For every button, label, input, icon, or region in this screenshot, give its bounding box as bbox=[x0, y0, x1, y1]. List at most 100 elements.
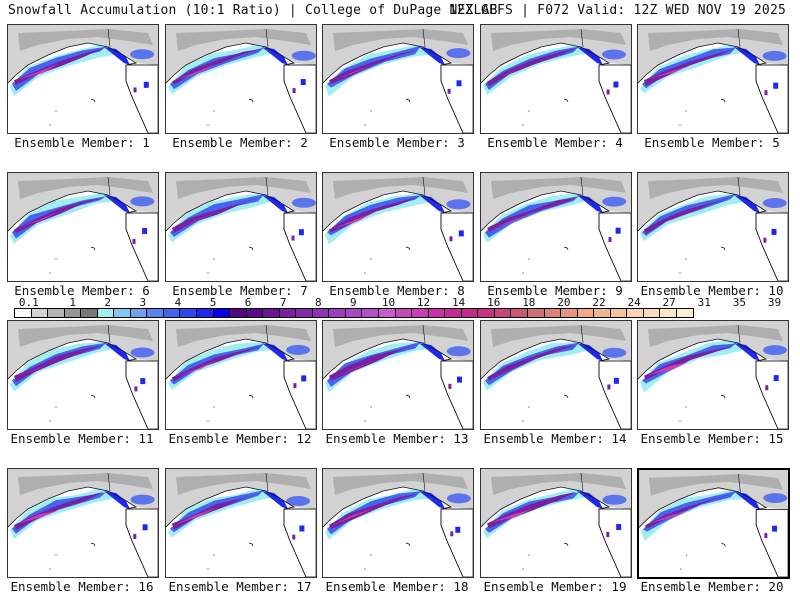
land-conus bbox=[125, 64, 158, 133]
snow-band-magenta bbox=[491, 213, 531, 230]
ensemble-member-map-10[interactable] bbox=[637, 172, 789, 282]
ensemble-member-label: Ensemble Member: 3 bbox=[329, 135, 465, 150]
land-conus bbox=[440, 64, 473, 133]
snow-sierra bbox=[764, 90, 768, 96]
snow-sierra bbox=[292, 88, 296, 94]
ensemble-member-map-6[interactable] bbox=[7, 172, 159, 282]
ensemble-member-label: Ensemble Member: 16 bbox=[10, 579, 154, 594]
ensemble-member-map-8[interactable] bbox=[322, 172, 474, 282]
ensemble-member-map-4[interactable] bbox=[480, 24, 632, 134]
land-snow-cover-heavy bbox=[333, 473, 468, 495]
hawaii-islands bbox=[405, 98, 411, 103]
ensemble-member-map-5[interactable] bbox=[637, 24, 789, 134]
ensemble-member-label: Ensemble Member: 12 bbox=[168, 431, 312, 446]
colorbar-swatch bbox=[246, 309, 264, 317]
colorbar-tick-label: 14 bbox=[452, 296, 466, 309]
colorbar-swatch bbox=[114, 309, 131, 317]
land-snow-cover-heavy bbox=[18, 29, 153, 51]
hawaii-islands bbox=[90, 98, 96, 103]
snow-interior bbox=[762, 50, 787, 61]
ensemble-member-map-3[interactable] bbox=[322, 24, 474, 134]
colorbar-tick-label: 2 bbox=[104, 296, 112, 309]
coastline bbox=[638, 338, 779, 429]
snow-band-purple bbox=[329, 49, 419, 84]
hawaii-islands bbox=[563, 394, 569, 399]
ensemble-member-map-13[interactable] bbox=[322, 320, 474, 430]
colorbar-swatch bbox=[263, 309, 280, 317]
land-conus bbox=[755, 509, 788, 577]
ensemble-member-map-18[interactable] bbox=[322, 468, 474, 578]
run-valid-time: 12Z GEFS | F072 Valid: 12Z WED NOV 19 20… bbox=[448, 3, 786, 18]
colorbar-swatch bbox=[345, 309, 363, 317]
ensemble-member-map-16[interactable] bbox=[7, 468, 159, 578]
land-snow-cover-heavy bbox=[491, 473, 626, 495]
land-snow-cover-heavy bbox=[491, 177, 626, 199]
snow-band-cyan bbox=[483, 342, 591, 391]
snow-coastal bbox=[734, 195, 760, 213]
snow-rockies bbox=[140, 378, 146, 385]
snow-interior bbox=[446, 48, 471, 59]
land-snow-cover-heavy bbox=[648, 177, 783, 199]
land-conus bbox=[283, 360, 316, 429]
border-alaska-canada bbox=[580, 28, 584, 48]
snow-sierra bbox=[764, 533, 768, 539]
coastline bbox=[638, 42, 779, 133]
land-conus bbox=[440, 212, 473, 281]
ensemble-member-label: Ensemble Member: 6 bbox=[14, 283, 150, 298]
snow-band-blue bbox=[170, 194, 264, 237]
colorbar-swatch bbox=[461, 309, 479, 317]
snow-rockies bbox=[613, 377, 619, 384]
snow-coastal bbox=[104, 47, 130, 65]
ensemble-member-map-9[interactable] bbox=[480, 172, 632, 282]
snow-interior bbox=[291, 50, 316, 61]
snow-rockies bbox=[299, 525, 305, 532]
snow-rockies bbox=[771, 228, 777, 235]
land-snow-cover-heavy bbox=[491, 325, 626, 347]
coastline bbox=[8, 338, 149, 429]
land-snow-cover-heavy bbox=[176, 29, 311, 51]
ensemble-member-label: Ensemble Member: 11 bbox=[10, 431, 154, 446]
ensemble-member-map-20[interactable] bbox=[637, 468, 790, 579]
snow-band-purple bbox=[14, 344, 104, 382]
ensemble-member-map-19[interactable] bbox=[480, 468, 632, 578]
coastline bbox=[8, 486, 149, 577]
colorbar-swatch bbox=[379, 309, 396, 317]
coastline bbox=[481, 338, 622, 429]
snow-band-magenta bbox=[648, 361, 688, 376]
colorbar-swatch bbox=[527, 309, 545, 317]
snow-band-cyan bbox=[640, 193, 748, 242]
snow-rockies bbox=[142, 524, 148, 531]
ensemble-member-map-1[interactable] bbox=[7, 24, 159, 134]
colorbar-swatch bbox=[544, 309, 562, 317]
hawaii-islands bbox=[563, 542, 569, 547]
ensemble-member-map-12[interactable] bbox=[165, 320, 317, 430]
ensemble-member-map-7[interactable] bbox=[165, 172, 317, 282]
coastline bbox=[323, 486, 464, 577]
snow-band-blue bbox=[170, 490, 264, 533]
coastline bbox=[8, 42, 149, 133]
snow-sierra bbox=[132, 238, 136, 244]
colorbar-tick-label: 16 bbox=[487, 296, 501, 309]
ensemble-member-map-14[interactable] bbox=[480, 320, 632, 430]
snow-band-blue bbox=[12, 492, 106, 534]
snow-band-magenta bbox=[176, 64, 216, 81]
border-alaska-canada bbox=[265, 28, 269, 48]
snow-sierra bbox=[447, 88, 451, 94]
snow-band-blue bbox=[12, 342, 106, 387]
coastline bbox=[166, 42, 307, 133]
snow-interior bbox=[762, 198, 787, 208]
colorbar-swatch bbox=[64, 309, 82, 317]
ensemble-member-map-2[interactable] bbox=[165, 24, 317, 134]
colorbar-tick-label: 24 bbox=[627, 296, 641, 309]
snow-rockies bbox=[613, 81, 619, 88]
snow-band-blue bbox=[485, 46, 579, 90]
snow-interior bbox=[602, 49, 626, 60]
hawaii-islands bbox=[248, 542, 254, 547]
snow-interior bbox=[602, 494, 627, 505]
snow-coastal bbox=[734, 47, 760, 65]
snow-coastal bbox=[262, 195, 288, 213]
ensemble-member-map-15[interactable] bbox=[637, 320, 789, 430]
ensemble-member-map-11[interactable] bbox=[7, 320, 159, 430]
coastline bbox=[166, 190, 307, 281]
ensemble-member-map-17[interactable] bbox=[165, 468, 317, 578]
